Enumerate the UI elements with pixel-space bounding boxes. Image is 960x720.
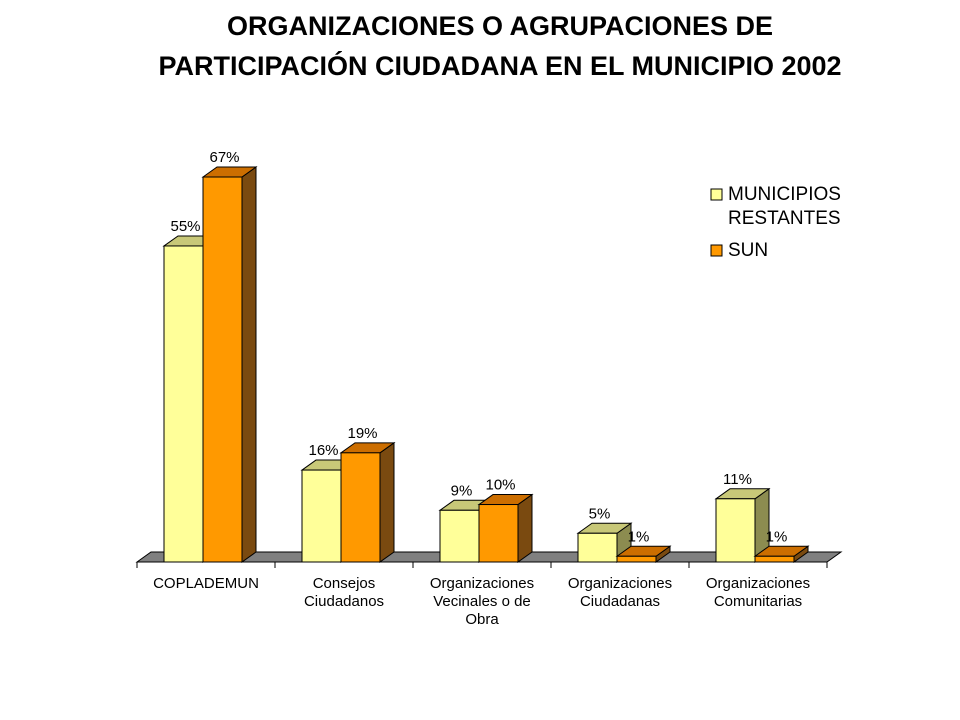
legend-swatch [710,188,723,201]
x-tick-label: Organizaciones [568,575,672,592]
bar-front-face [577,532,618,563]
bar-front-face [715,498,756,563]
bar-front-face [202,176,243,563]
x-tick-label: Consejos [313,575,376,592]
legend-swatch [710,244,723,257]
x-tick-label: Ciudadanas [580,593,660,610]
chart-title: ORGANIZACIONES O AGRUPACIONES DE PARTICI… [0,6,960,86]
data-label: 10% [485,477,515,494]
bar-front-face [163,245,204,563]
chart-title-line-1: ORGANIZACIONES O AGRUPACIONES DE [226,11,774,41]
data-label: 55% [170,218,200,235]
data-label: 1% [766,528,788,545]
bar-side-face [241,166,257,563]
legend-label: SUN [728,240,768,261]
chart-title-line-2: PARTICIPACIÓN CIUDADANA EN EL MUNICIPIO … [158,51,842,81]
data-label: 16% [308,442,338,459]
data-label: 11% [723,471,752,488]
bar-side-face [379,441,395,563]
x-tick-label: Organizaciones [430,575,534,592]
legend-label: RESTANTES [728,208,841,229]
x-tick-label: Comunitarias [714,593,802,610]
x-tick-label: Obra [465,611,499,628]
bar-front-face [616,555,657,563]
bar-side-face [517,493,533,563]
bar-front-face [478,504,519,563]
bar-front-face [340,452,381,563]
legend-label: MUNICIPIOS [728,184,841,205]
bar [576,522,633,563]
x-tick-label: Organizaciones [706,575,810,592]
bar [714,487,771,563]
x-tick-label: Vecinales o de [433,593,531,610]
bar [477,493,534,563]
data-label: 1% [628,528,650,545]
bar [615,545,672,563]
x-tick-label: COPLADEMUN [153,575,259,592]
bar [339,441,396,563]
x-tick-label: Ciudadanos [304,593,384,610]
bar [201,166,258,563]
bar-front-face [754,555,795,563]
data-label: 19% [347,425,377,442]
bar [753,545,810,563]
data-label: 5% [589,505,611,522]
bar-front-face [439,509,480,563]
data-label: 9% [451,482,473,499]
bar-front-face [301,469,342,563]
data-label: 67% [209,149,239,166]
